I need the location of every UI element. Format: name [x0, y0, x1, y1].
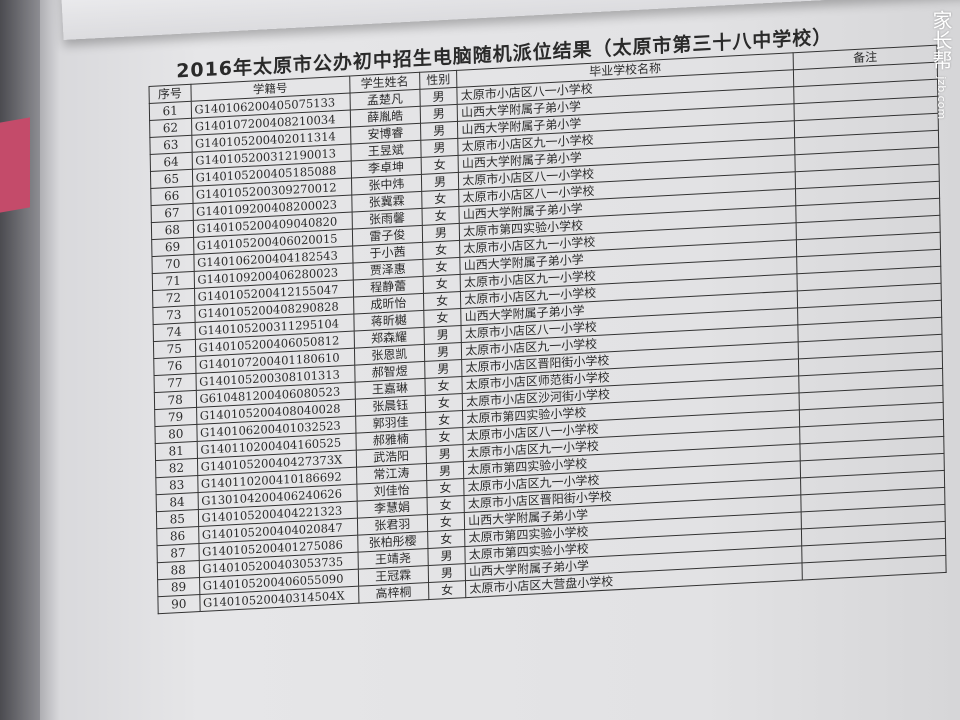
photo-background-edge — [0, 0, 40, 720]
row-gender: 女 — [420, 155, 459, 175]
row-gender: 女 — [423, 291, 462, 311]
row-gender: 男 — [426, 461, 464, 481]
row-gender: 女 — [422, 240, 461, 260]
watermark-brand: 家长帮 — [929, 10, 953, 70]
row-gender: 女 — [421, 206, 460, 226]
row-gender: 男 — [422, 223, 460, 243]
row-student-name: 高梓桐 — [358, 582, 429, 604]
row-gender: 男 — [420, 138, 459, 158]
row-gender: 男 — [428, 563, 466, 583]
row-gender: 男 — [420, 121, 459, 141]
row-gender: 女 — [422, 257, 461, 277]
row-gender: 女 — [423, 308, 462, 328]
row-gender: 男 — [425, 444, 464, 464]
header-gender: 性别 — [419, 70, 458, 90]
row-gender: 女 — [422, 274, 461, 294]
row-gender: 女 — [421, 189, 460, 209]
row-seq: 90 — [157, 594, 200, 614]
document-page: 2016年太原市公办初中招生电脑随机派位结果（太原市第三十八中学校） 序号 学籍… — [148, 16, 957, 614]
row-gender: 女 — [426, 495, 465, 515]
row-gender: 女 — [425, 393, 463, 413]
row-gender: 男 — [424, 342, 462, 362]
allocation-table: 序号 学籍号 学生姓名 性别 毕业学校名称 备注 61 G140106200405… — [148, 45, 947, 615]
row-gender: 男 — [419, 104, 458, 124]
row-gender: 女 — [428, 580, 467, 600]
row-gender: 男 — [427, 546, 466, 566]
row-gender: 女 — [425, 427, 464, 447]
pink-object — [0, 117, 30, 213]
row-gender: 女 — [425, 410, 464, 430]
row-gender: 女 — [426, 478, 465, 498]
row-gender: 男 — [423, 325, 462, 345]
row-gender: 男 — [419, 87, 458, 107]
row-gender: 女 — [427, 529, 466, 549]
row-gender: 男 — [424, 359, 463, 379]
watermark-logo: 家长帮 jzb.com — [927, 10, 956, 119]
row-gender: 男 — [421, 172, 459, 192]
row-gender: 女 — [427, 512, 465, 532]
row-gender: 女 — [424, 376, 463, 396]
watermark-site: jzb.com — [935, 76, 948, 120]
